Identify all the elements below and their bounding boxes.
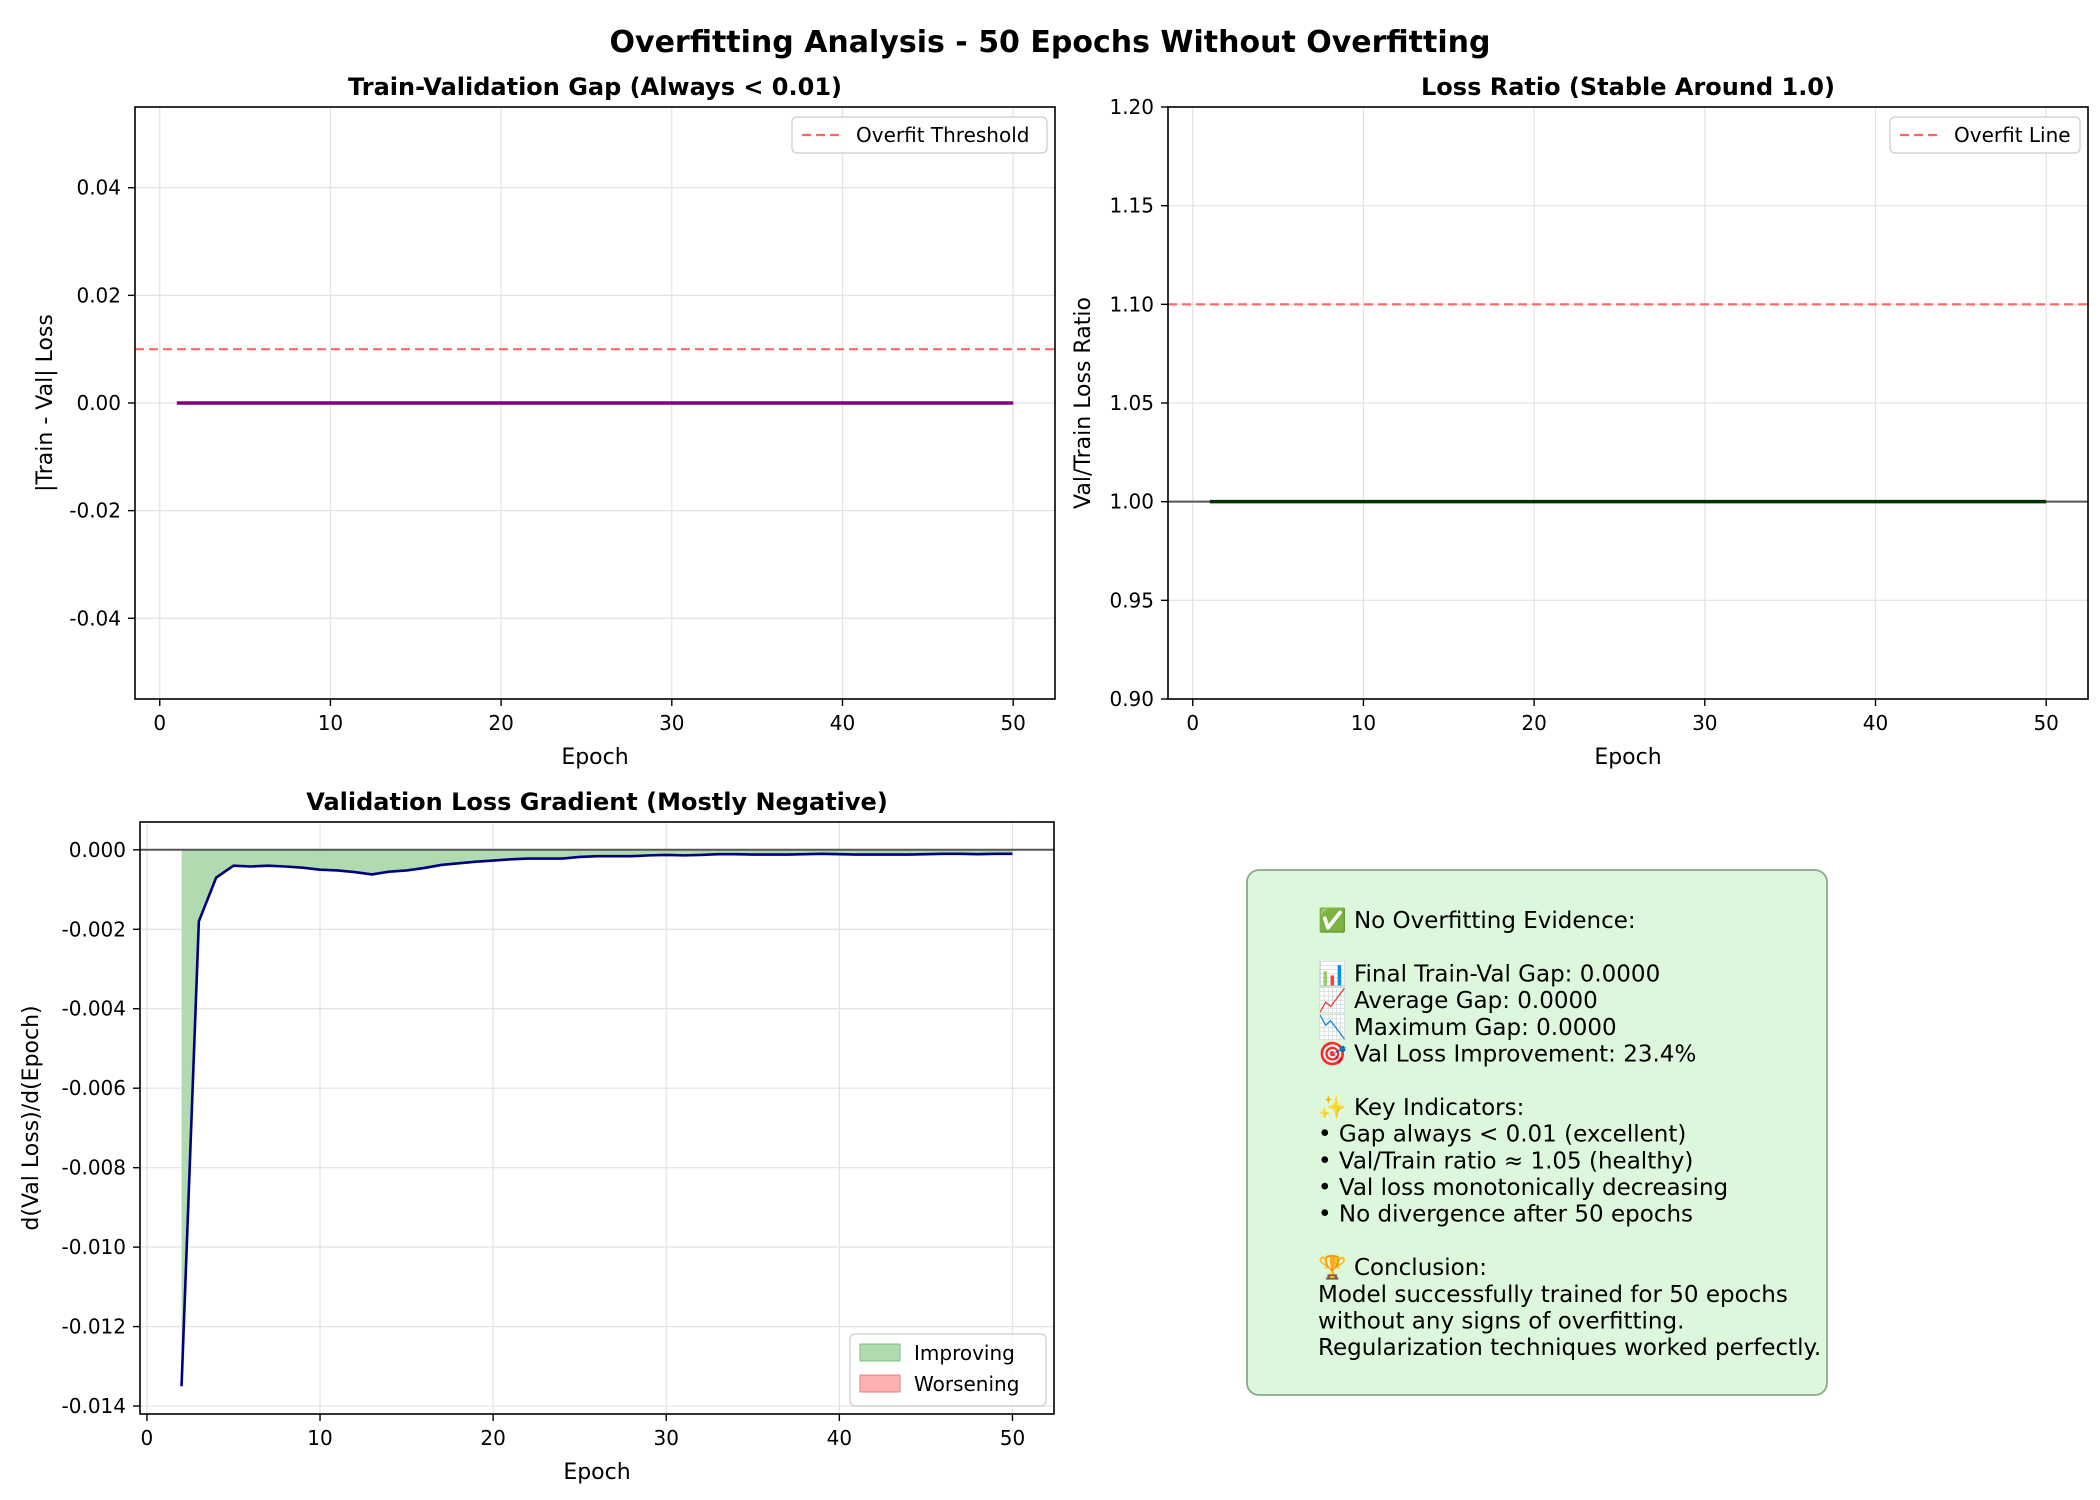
legend-label: Overfit Threshold [856, 123, 1029, 147]
y-tick-label: -0.004 [62, 997, 126, 1021]
y-tick-label: -0.008 [62, 1156, 126, 1180]
info-line: without any signs of overfitting. [1318, 1309, 1684, 1335]
legend-frame [1889, 116, 2081, 154]
y-tick-label: 1.05 [1109, 391, 1154, 415]
x-tick-label: 40 [830, 711, 855, 735]
gradient-chart: 0 10 20 30 40 50 -0.014 -0.012 -0.010 -0.008 -0.00… [19, 788, 1055, 1485]
x-tick-label: 30 [659, 711, 684, 735]
figure-suptitle: Overfitting Analysis - 50 Epochs Without… [610, 25, 1491, 60]
y-tick-label: -0.002 [62, 917, 126, 941]
gap-chart: 0 10 20 30 40 50 -0.04 -0.02 0.00 0.02 0.04 Train-V… [33, 73, 1056, 770]
y-tick-label: -0.010 [62, 1235, 126, 1259]
gradient-series-line [180, 852, 1013, 1387]
x-tick-label: 10 [318, 711, 343, 735]
x-axis-label: Epoch [561, 745, 628, 770]
y-tick-label: 0.90 [1109, 687, 1154, 711]
x-tick-label: 20 [480, 1426, 505, 1450]
ratio-chart: 0 10 20 30 40 50 0.90 0.95 1.00 1.05 1.10 1.15 1.20 L… [1071, 73, 2089, 770]
y-tick-label: -0.012 [62, 1315, 126, 1339]
axes-frame [139, 821, 1055, 1415]
legend-improving-swatch [859, 1343, 901, 1362]
x-tick-label: 40 [827, 1426, 852, 1450]
x-tick-label: 10 [307, 1426, 332, 1450]
gap-chart-title: Train-Validation Gap (Always < 0.01) [348, 73, 842, 101]
y-tick-label: 0.95 [1109, 588, 1154, 612]
x-tick-label: 0 [153, 711, 166, 735]
legend-worsening-swatch [859, 1374, 901, 1393]
x-tick-label: 0 [1186, 711, 1199, 735]
info-line: 📈 Average Gap: 0.0000 [1318, 987, 1598, 1014]
y-tick-label: 1.20 [1109, 95, 1154, 119]
y-tick-label: 0.00 [76, 391, 121, 415]
y-tick-label: 0.04 [76, 176, 121, 200]
info-line: Model successfully trained for 50 epochs [1318, 1282, 1788, 1308]
x-tick-label: 50 [1000, 711, 1025, 735]
x-tick-label: 0 [141, 1426, 154, 1450]
info-line: 🏆 Conclusion: [1318, 1254, 1487, 1281]
x-axis-label: Epoch [563, 1460, 630, 1485]
legend-label: Worsening [914, 1372, 1019, 1396]
info-line: • Val/Train ratio ≈ 1.05 (healthy) [1318, 1148, 1693, 1174]
legend-label: Improving [914, 1341, 1015, 1365]
y-tick-label: -0.006 [62, 1076, 126, 1100]
info-line: • No divergence after 50 epochs [1318, 1202, 1693, 1228]
legend-frame [791, 116, 1048, 154]
x-tick-label: 50 [2033, 711, 2058, 735]
gradient-legend: Improving Worsening [849, 1333, 1047, 1407]
info-line: ✅ No Overfitting Evidence: [1318, 907, 1636, 934]
y-tick-label: 1.10 [1109, 292, 1154, 316]
legend-label: Overfit Line [1954, 123, 2071, 147]
y-axis-label: Val/Train Loss Ratio [1071, 297, 1096, 509]
ratio-chart-title: Loss Ratio (Stable Around 1.0) [1421, 73, 1835, 101]
x-tick-label: 30 [654, 1426, 679, 1450]
gradient-chart-title: Validation Loss Gradient (Mostly Negativ… [306, 788, 888, 816]
info-line: 🎯 Val Loss Improvement: 23.4% [1318, 1041, 1696, 1068]
y-tick-label: 0.000 [69, 838, 126, 862]
x-tick-label: 50 [1000, 1426, 1025, 1450]
gap-legend: Overfit Threshold [791, 116, 1048, 154]
y-tick-label: 0.02 [76, 283, 121, 307]
x-tick-label: 40 [1863, 711, 1888, 735]
x-tick-label: 10 [1351, 711, 1376, 735]
y-tick-label: -0.04 [69, 606, 121, 630]
y-tick-label: 1.15 [1109, 194, 1154, 218]
x-tick-label: 20 [1521, 711, 1546, 735]
y-tick-label: 1.00 [1109, 490, 1154, 514]
info-box: ✅ No Overfitting Evidence: 📊 Final Train-… [1246, 869, 1828, 1396]
info-box-background [1246, 869, 1828, 1396]
info-line: Regularization techniques worked perfect… [1318, 1335, 1821, 1361]
y-tick-label: -0.014 [62, 1394, 126, 1418]
y-axis-label: |Train - Val| Loss [33, 314, 58, 492]
info-line: 📊 Final Train-Val Gap: 0.0000 [1318, 960, 1660, 987]
y-axis-label: d(Val Loss)/d(Epoch) [19, 1005, 44, 1230]
info-line: • Gap always < 0.01 (excellent) [1318, 1122, 1686, 1148]
ratio-legend: Overfit Line [1889, 116, 2081, 154]
x-tick-label: 30 [1692, 711, 1717, 735]
x-axis-label: Epoch [1594, 745, 1661, 770]
x-tick-label: 20 [488, 711, 513, 735]
y-tick-label: -0.02 [69, 499, 121, 523]
info-line: • Val loss monotonically decreasing [1318, 1175, 1728, 1201]
info-line: ✨ Key Indicators: [1318, 1094, 1524, 1121]
info-line: 📉 Maximum Gap: 0.0000 [1318, 1014, 1617, 1041]
